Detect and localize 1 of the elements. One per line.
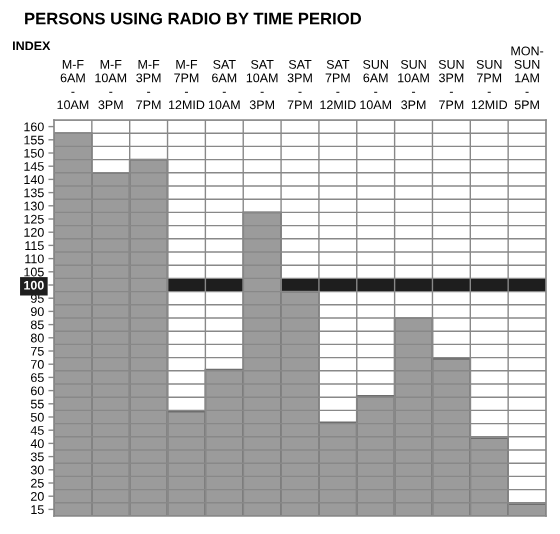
chart-title: PERSONS USING RADIO BY TIME PERIOD — [25, 12, 362, 25]
